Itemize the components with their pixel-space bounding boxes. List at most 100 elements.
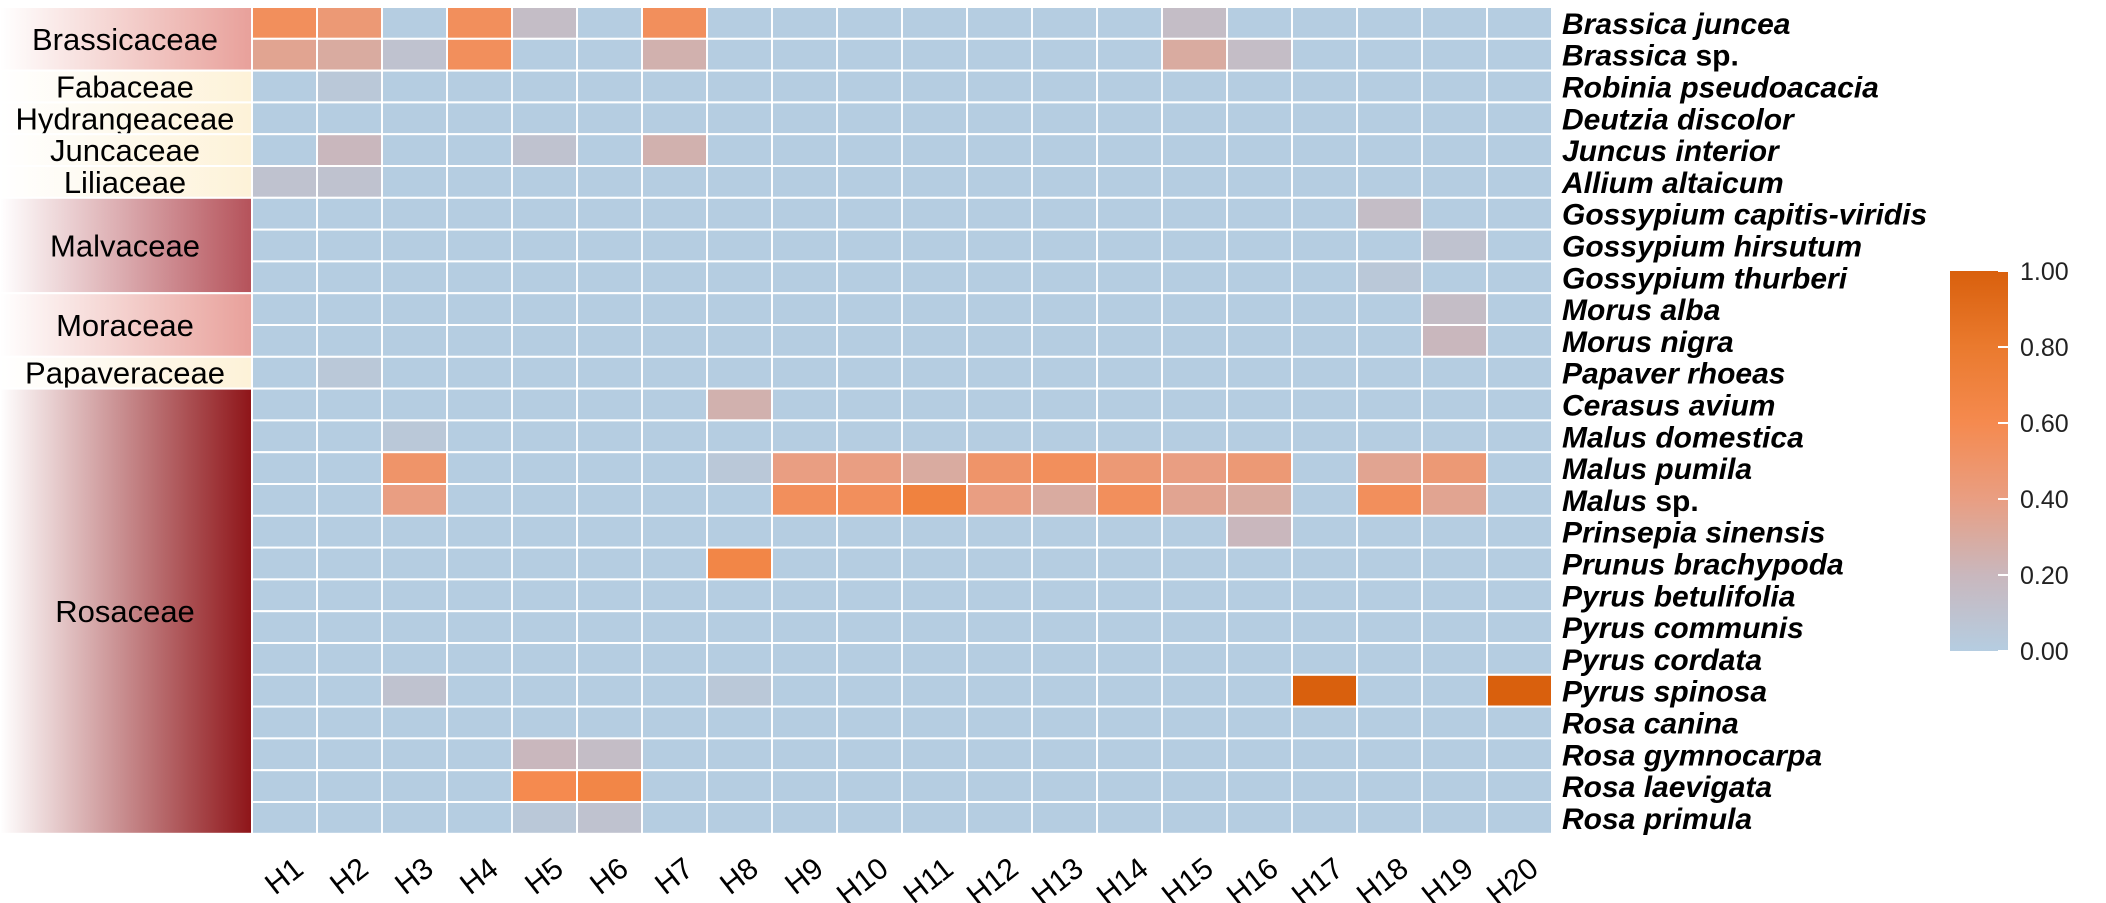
heatmap-cell [1096, 419, 1163, 454]
heatmap-cell [836, 228, 903, 263]
heatmap-cell [1226, 451, 1293, 486]
heatmap-cell [1421, 228, 1488, 263]
heatmap-cell [316, 514, 383, 549]
heatmap-cell [1226, 769, 1293, 804]
heatmap-cell [511, 196, 578, 231]
species-label: Rosa laevigata [1562, 771, 1772, 804]
heatmap-cell [1421, 769, 1488, 804]
heatmap-cell [901, 228, 968, 263]
heatmap-cell [446, 610, 513, 645]
heatmap-cell [966, 546, 1033, 581]
heatmap-cell [901, 673, 968, 708]
heatmap-cell [706, 6, 773, 40]
heatmap-cell [381, 769, 448, 804]
heatmap-cell [901, 133, 968, 167]
heatmap-cell [576, 801, 643, 835]
heatmap-cell [1226, 37, 1293, 72]
heatmap-cell [1226, 324, 1293, 358]
heatmap-cell [1291, 228, 1358, 263]
sample-tick-label: H5 [519, 852, 570, 902]
heatmap-cell [511, 514, 578, 549]
heatmap-cell [1096, 514, 1163, 549]
heatmap-cell [901, 387, 968, 422]
heatmap-cell [1356, 196, 1423, 231]
heatmap-cell [576, 260, 643, 295]
heatmap-cell [641, 355, 708, 390]
sample-tick-label: H16 [1221, 852, 1285, 903]
heatmap-cell [1161, 165, 1228, 199]
heatmap-cell [1096, 705, 1163, 740]
heatmap-cell [771, 801, 838, 835]
heatmap-cell [836, 69, 903, 104]
heatmap-cell [316, 37, 383, 72]
heatmap-cell [1486, 705, 1553, 740]
heatmap-cell [1031, 228, 1098, 263]
heatmap-cell [576, 483, 643, 517]
heatmap-cell [1161, 292, 1228, 327]
heatmap-cell [511, 292, 578, 327]
family-band [0, 355, 253, 390]
heatmap-cell [1096, 578, 1163, 613]
heatmap-cell [316, 101, 383, 136]
heatmap-cell [771, 6, 838, 40]
heatmap-cell [576, 514, 643, 549]
heatmap-cell [966, 769, 1033, 804]
heatmap-cell [641, 69, 708, 104]
heatmap-cell [641, 610, 708, 645]
heatmap-cell [1096, 292, 1163, 327]
family-label: Rosaceae [55, 594, 195, 629]
heatmap-cell [1031, 37, 1098, 72]
heatmap-cell [1421, 610, 1488, 645]
heatmap-cell [446, 514, 513, 549]
heatmap-cell [446, 673, 513, 708]
heatmap-cell [966, 355, 1033, 390]
heatmap-cell [446, 228, 513, 263]
heatmap-cell [1096, 324, 1163, 358]
heatmap-cell [316, 546, 383, 581]
family-label: Papaveraceae [25, 356, 225, 391]
heatmap-cell [1226, 705, 1293, 740]
heatmap-cell [511, 642, 578, 676]
heatmap-cell [1486, 355, 1553, 390]
heatmap-cell [316, 260, 383, 295]
heatmap-cell [771, 196, 838, 231]
sample-tick-label: H8 [714, 852, 765, 902]
heatmap-cell [1031, 801, 1098, 835]
heatmap-cell [1161, 769, 1228, 804]
heatmap-cell [901, 419, 968, 454]
heatmap-cell [511, 260, 578, 295]
heatmap-cell [1291, 165, 1358, 199]
heatmap-cell [706, 133, 773, 167]
heatmap-cell [446, 769, 513, 804]
heatmap-cell [381, 483, 448, 517]
heatmap-cell [901, 6, 968, 40]
sample-tick-label: H1 [259, 852, 310, 902]
heatmap-cell [1486, 801, 1553, 835]
heatmap-cell [966, 514, 1033, 549]
heatmap-cell [446, 546, 513, 581]
species-label: Rosa primula [1562, 803, 1752, 836]
heatmap-cell [1356, 101, 1423, 136]
heatmap-cell [966, 483, 1033, 517]
heatmap-cell [1356, 37, 1423, 72]
family-annotation-strip: Brassicaceae FabaceaeHydrangeaceaeJuncace… [0, 6, 253, 835]
heatmap-cell [836, 196, 903, 231]
heatmap-cell [901, 451, 968, 486]
heatmap-cell [1226, 260, 1293, 295]
heatmap-cell [771, 737, 838, 772]
heatmap-cell [1031, 578, 1098, 613]
heatmap-cell [511, 69, 578, 104]
sample-tick-label: H18 [1351, 852, 1415, 903]
heatmap-cell [251, 737, 318, 772]
heatmap-cell [1291, 196, 1358, 231]
heatmap-cell [706, 324, 773, 358]
heatmap-cell [1161, 451, 1228, 486]
heatmap-cell [1226, 483, 1293, 517]
heatmap-cell [251, 419, 318, 454]
sample-tick-label: H17 [1286, 852, 1350, 903]
heatmap-cell [511, 419, 578, 454]
heatmap-cell [1096, 801, 1163, 835]
heatmap-cell [1096, 196, 1163, 231]
heatmap-cell [316, 578, 383, 613]
heatmap-cell [511, 355, 578, 390]
